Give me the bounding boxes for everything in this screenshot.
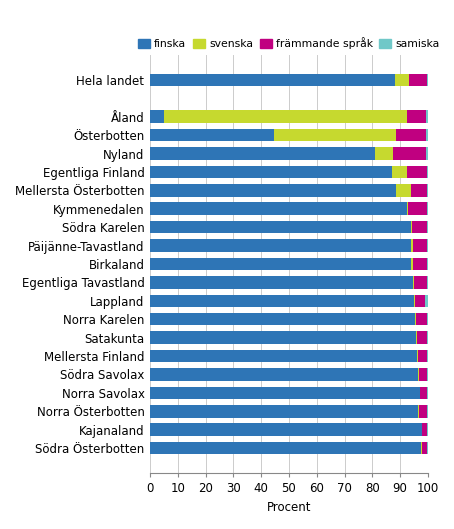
Bar bbox=[414, 295, 415, 307]
Bar bbox=[412, 221, 427, 233]
Bar bbox=[419, 387, 420, 399]
Bar bbox=[150, 239, 411, 252]
Bar bbox=[422, 423, 427, 436]
Bar bbox=[150, 405, 418, 417]
Bar bbox=[150, 184, 396, 197]
Bar bbox=[150, 221, 411, 233]
Bar bbox=[426, 111, 428, 123]
Bar bbox=[393, 147, 426, 160]
Bar bbox=[427, 203, 428, 215]
Bar bbox=[150, 147, 375, 160]
Bar bbox=[416, 313, 427, 325]
Bar bbox=[427, 239, 428, 252]
Bar bbox=[426, 129, 428, 141]
Bar bbox=[425, 295, 428, 307]
Bar bbox=[407, 203, 409, 215]
Bar bbox=[418, 405, 419, 417]
Bar bbox=[150, 276, 413, 289]
Bar bbox=[427, 423, 428, 436]
Bar bbox=[415, 295, 425, 307]
Bar bbox=[409, 74, 427, 86]
Bar bbox=[150, 166, 392, 178]
Bar bbox=[150, 387, 419, 399]
Bar bbox=[150, 313, 415, 325]
Bar bbox=[392, 166, 407, 178]
Bar bbox=[422, 442, 427, 454]
Bar bbox=[150, 295, 414, 307]
Bar bbox=[420, 387, 427, 399]
Bar bbox=[419, 368, 427, 381]
Bar bbox=[427, 387, 428, 399]
Bar bbox=[417, 350, 418, 362]
Bar bbox=[427, 405, 428, 417]
Bar bbox=[150, 203, 407, 215]
Bar bbox=[418, 368, 419, 381]
Bar bbox=[414, 276, 427, 289]
Bar bbox=[164, 111, 407, 123]
Bar bbox=[427, 74, 428, 86]
Bar bbox=[427, 221, 428, 233]
Bar bbox=[427, 350, 428, 362]
Bar bbox=[395, 74, 409, 86]
Bar bbox=[150, 129, 274, 141]
Bar bbox=[415, 313, 416, 325]
Bar bbox=[427, 442, 428, 454]
Bar bbox=[407, 166, 427, 178]
Bar bbox=[427, 166, 428, 178]
Bar bbox=[150, 423, 422, 436]
Bar bbox=[416, 331, 417, 344]
Bar bbox=[411, 221, 412, 233]
Bar bbox=[421, 442, 422, 454]
Bar bbox=[427, 258, 428, 270]
Bar bbox=[407, 111, 426, 123]
X-axis label: Procent: Procent bbox=[266, 501, 311, 514]
Bar bbox=[375, 147, 393, 160]
Bar bbox=[419, 405, 427, 417]
Bar bbox=[409, 203, 427, 215]
Bar bbox=[150, 258, 411, 270]
Bar bbox=[274, 129, 396, 141]
Bar bbox=[418, 350, 427, 362]
Legend: finska, svenska, främmande språk, samiska: finska, svenska, främmande språk, samisk… bbox=[133, 33, 444, 53]
Bar bbox=[150, 111, 164, 123]
Bar bbox=[150, 331, 416, 344]
Bar bbox=[427, 368, 428, 381]
Bar bbox=[413, 258, 427, 270]
Bar bbox=[396, 184, 411, 197]
Bar bbox=[413, 239, 427, 252]
Bar bbox=[426, 147, 428, 160]
Bar bbox=[427, 184, 428, 197]
Bar bbox=[396, 129, 426, 141]
Bar bbox=[150, 442, 421, 454]
Bar bbox=[417, 331, 427, 344]
Bar bbox=[427, 276, 428, 289]
Bar bbox=[150, 74, 395, 86]
Bar bbox=[150, 368, 418, 381]
Bar bbox=[413, 276, 414, 289]
Bar bbox=[411, 258, 413, 270]
Bar bbox=[411, 184, 427, 197]
Bar bbox=[427, 331, 428, 344]
Bar bbox=[411, 239, 413, 252]
Bar bbox=[427, 313, 428, 325]
Bar bbox=[150, 350, 417, 362]
